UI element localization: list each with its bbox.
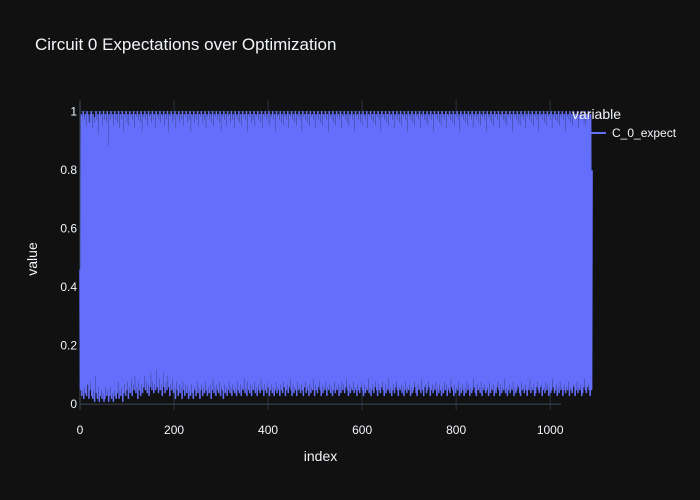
- y-tick-label: 0.4: [60, 280, 77, 294]
- legend-title: variable: [572, 106, 621, 122]
- legend-label-c-0-expect[interactable]: C_0_expect: [612, 126, 677, 140]
- y-tick-label: 1: [70, 105, 77, 119]
- y-axis-title: value: [24, 242, 40, 276]
- x-tick-label: 200: [164, 423, 184, 437]
- series-line-c-0-expect[interactable]: [79, 110, 593, 403]
- x-tick-label: 400: [258, 423, 278, 437]
- x-tick-label: 0: [77, 423, 84, 437]
- x-tick-label: 800: [446, 423, 466, 437]
- x-tick-label: 600: [352, 423, 372, 437]
- y-tick-label: 0.8: [60, 163, 77, 177]
- x-axis-ticks: 0 200 400 600 800 1000: [77, 423, 564, 437]
- x-tick-label: 1000: [537, 423, 564, 437]
- x-axis-title: index: [304, 448, 337, 464]
- y-axis-ticks: 0 0.2 0.4 0.6 0.8 1: [60, 105, 77, 411]
- chart-title: Circuit 0 Expectations over Optimization: [35, 35, 336, 54]
- y-tick-label: 0.6: [60, 222, 77, 236]
- legend[interactable]: variable C_0_expect: [572, 106, 677, 140]
- plot-area: [79, 110, 593, 403]
- y-tick-label: 0: [70, 397, 77, 411]
- y-tick-label: 0.2: [60, 339, 77, 353]
